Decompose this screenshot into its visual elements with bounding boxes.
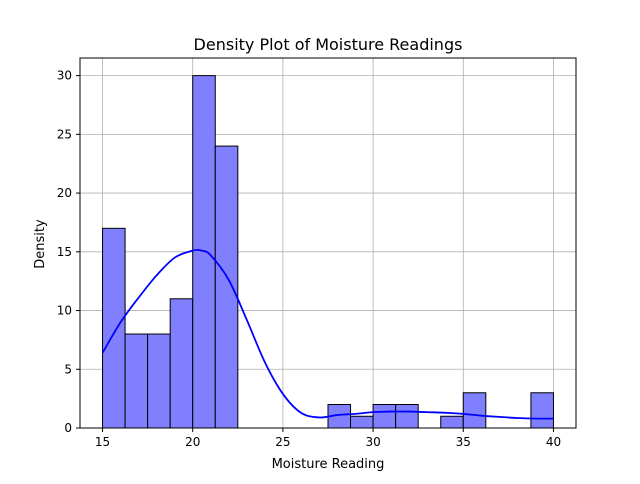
kde-curve — [101, 249, 554, 420]
histogram-bar — [440, 415, 464, 429]
histogram-bar — [214, 145, 239, 429]
axes-frame — [79, 57, 577, 429]
x-tick-label: 25 — [275, 435, 290, 449]
kde-layer — [101, 249, 554, 420]
y-axis-ticks: 0 5 10 15 20 25 30 — [57, 69, 80, 435]
chart-title: Density Plot of Moisture Readings — [194, 35, 463, 54]
histogram-bars — [102, 75, 554, 429]
y-axis-label: Density — [33, 219, 48, 269]
histogram-bar — [462, 392, 487, 429]
y-tick-label: 30 — [57, 69, 72, 83]
histogram-bar — [350, 415, 374, 429]
histogram-bar — [530, 392, 554, 429]
histogram-bar — [102, 227, 126, 429]
histogram-bar — [124, 333, 149, 429]
histogram-bar — [147, 333, 171, 429]
x-tick-label: 20 — [185, 435, 200, 449]
y-tick-label: 15 — [57, 245, 72, 259]
histogram-bar — [372, 404, 397, 429]
y-tick-label: 25 — [57, 127, 72, 141]
grid — [80, 58, 576, 429]
histogram-bar — [169, 298, 194, 429]
y-tick-label: 5 — [64, 362, 72, 376]
y-tick-label: 10 — [57, 304, 72, 318]
y-tick-label: 0 — [64, 421, 72, 435]
y-tick-label: 20 — [57, 186, 72, 200]
x-tick-label: 40 — [546, 435, 561, 449]
histogram-bar — [395, 404, 419, 429]
x-axis-ticks: 15 20 25 30 35 40 — [95, 428, 561, 449]
x-tick-label: 30 — [365, 435, 380, 449]
x-axis-label: Moisture Reading — [272, 457, 385, 472]
x-tick-label: 35 — [456, 435, 471, 449]
x-tick-label: 15 — [95, 435, 110, 449]
